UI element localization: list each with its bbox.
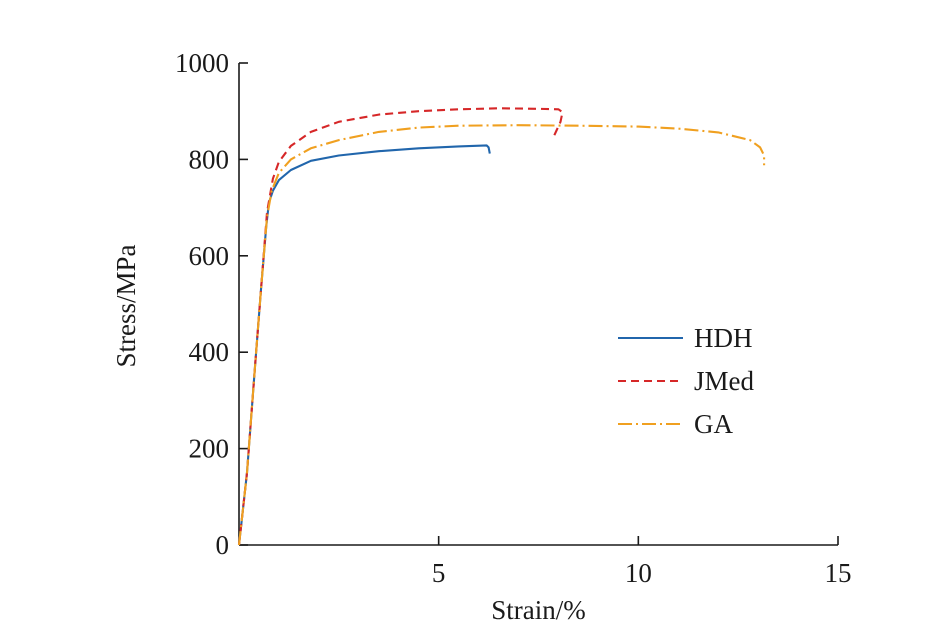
y-tick-label: 1000 xyxy=(175,48,229,78)
x-tick-label: 5 xyxy=(432,558,446,588)
y-tick-label: 800 xyxy=(189,144,230,174)
y-tick-label: 400 xyxy=(189,337,230,367)
x-axis-title: Strain/% xyxy=(491,595,586,625)
y-tick-label: 600 xyxy=(189,241,230,271)
legend: HDH JMed GA xyxy=(618,323,754,439)
x-tick-label: 10 xyxy=(625,558,652,588)
y-axis-title: Stress/MPa xyxy=(111,244,141,367)
y-tick-label: 200 xyxy=(189,434,230,464)
series-layer xyxy=(237,107,766,546)
legend-label-jmed: JMed xyxy=(694,366,754,396)
legend-label-hdh: HDH xyxy=(694,323,753,353)
axes: 0 200 400 600 800 1000 5 10 15 xyxy=(175,48,852,588)
y-tick-label: 0 xyxy=(216,530,230,560)
x-tick-label: 15 xyxy=(825,558,852,588)
series-line-ga xyxy=(237,124,766,546)
series-line-hdh xyxy=(237,144,491,546)
legend-label-ga: GA xyxy=(694,409,733,439)
